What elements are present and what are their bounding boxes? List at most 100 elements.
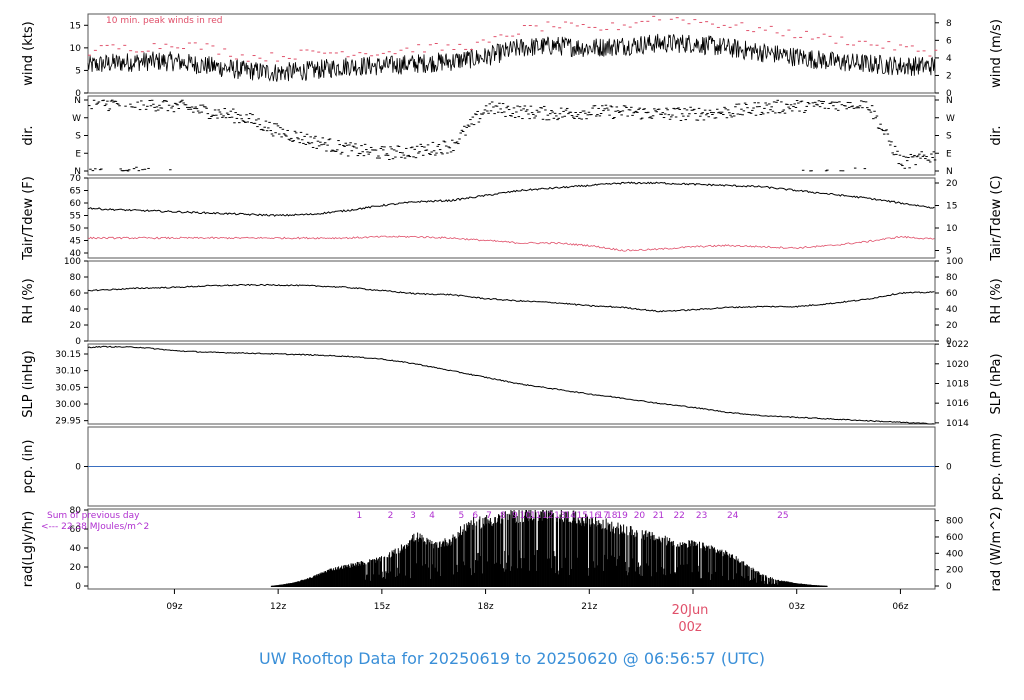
radiation-hour-label: 22	[673, 511, 684, 521]
rh-right-tick-label: 60	[946, 289, 958, 299]
slp-left-tick-label: 30.00	[55, 400, 81, 410]
temp-left-tick-label: 70	[70, 174, 82, 184]
pcp-left-tick-label: 0	[75, 463, 81, 473]
dir-right-tick-label: N	[946, 167, 953, 177]
pcp-right-axis-label: pcp. (mm)	[989, 433, 1004, 500]
wind-right-axis-label: wind (m/s)	[989, 19, 1004, 88]
wind-plot-frame	[87, 13, 936, 94]
temp-left-tick-label: 55	[70, 212, 81, 222]
temp-left-tick-label: 65	[70, 187, 81, 197]
rh-right-tick-label: 0	[946, 337, 952, 347]
radiation-hour-label: 14	[565, 511, 577, 521]
radiation-hour-label: 17	[597, 511, 608, 521]
temp-right-tick-label: 20	[946, 179, 958, 189]
wind-right-tick-label: 6	[946, 36, 952, 46]
pcp-right-tick-label: 0	[946, 463, 952, 473]
radiation-hour-label: 7	[486, 511, 492, 521]
wind-left-tick-label: 15	[70, 21, 81, 31]
dir-right-tick-label: W	[946, 114, 955, 124]
radiation-hour-label: 9	[512, 511, 518, 521]
wind-speed-line	[87, 33, 936, 82]
slp-left-tick-label: 29.95	[55, 417, 81, 427]
dir-left-tick-label: S	[75, 132, 81, 142]
radiation-hour-label: 18	[606, 511, 618, 521]
dir-left-tick-label: N	[74, 96, 81, 106]
pcp-left-axis-label: pcp. (in)	[21, 440, 36, 494]
radiation-hour-label: 5	[459, 511, 465, 521]
time-axis-tick-label: 21z	[581, 602, 597, 612]
temp-right-tick-label: 15	[946, 202, 957, 212]
rh-right-tick-label: 80	[946, 273, 958, 283]
time-axis-tick-label: 12z	[270, 602, 286, 612]
radiation-hour-label: 3	[410, 511, 416, 521]
rh-left-tick-label: 60	[70, 289, 82, 299]
radiation-hour-label: 24	[727, 511, 739, 521]
wind-left-axis-label: wind (kts)	[21, 21, 36, 85]
rad-right-tick-label: 0	[946, 582, 952, 592]
air-temperature-line	[87, 181, 935, 217]
rad-left-tick-label: 0	[75, 582, 81, 592]
radiation-hour-label: 1	[357, 511, 363, 521]
temp-right-tick-label: 5	[946, 247, 952, 257]
rad-left-axis-label: rad(Lgly/hr)	[21, 511, 36, 587]
rad-right-tick-label: 800	[946, 517, 963, 527]
sea-level-pressure-line	[87, 345, 935, 425]
radiation-hour-label: 6	[472, 511, 478, 521]
wind-left-tick-label: 10	[70, 44, 82, 54]
time-axis-tick-label: 15z	[374, 602, 390, 612]
wind-right-tick-label: 8	[946, 19, 952, 29]
rad-left-tick-label: 40	[70, 544, 82, 554]
peak-wind-note: 10 min. peak winds in red	[106, 16, 223, 26]
temp-right-axis-label: Tair/Tdew (C)	[989, 175, 1004, 261]
rad-right-axis-label: rad (W/m^2)	[989, 507, 1004, 592]
dir-left-tick-label: N	[74, 167, 81, 177]
slp-right-tick-label: 1016	[946, 399, 969, 409]
rh-plot-frame	[87, 260, 936, 342]
wind-left-tick-label: 0	[75, 89, 81, 99]
radiation-hour-label: 16	[589, 511, 601, 521]
slp-left-axis-label: SLP (inHg)	[21, 350, 36, 418]
wind-left-tick-label: 5	[75, 66, 81, 76]
dir-plot-frame	[87, 95, 936, 176]
rad-right-tick-label: 200	[946, 566, 963, 576]
dir-right-tick-label: E	[946, 149, 952, 159]
slp-left-tick-label: 30.05	[55, 383, 81, 393]
time-axis-tick-label: 03z	[789, 602, 805, 612]
figure-title: UW Rooftop Data for 20250619 to 20250620…	[259, 649, 765, 668]
rad-left-tick-label: 60	[70, 525, 82, 535]
rh-left-axis-label: RH (%)	[21, 278, 36, 323]
dir-left-tick-label: W	[72, 114, 81, 124]
wind-right-tick-label: 4	[946, 54, 952, 64]
dir-right-axis-label: dir.	[989, 125, 1004, 145]
slp-right-tick-label: 1014	[946, 419, 969, 429]
rad-right-tick-label: 400	[946, 549, 963, 559]
temp-right-tick-label: 10	[946, 224, 958, 234]
slp-plot-frame	[87, 343, 936, 425]
rh-left-tick-label: 80	[70, 273, 82, 283]
temp-left-tick-label: 40	[70, 249, 82, 259]
radiation-hour-label: 20	[634, 511, 646, 521]
wind-right-tick-label: 0	[946, 89, 952, 99]
rad-left-tick-label: 80	[70, 506, 82, 516]
temp-left-tick-label: 60	[70, 199, 82, 209]
radiation-hour-label: 4	[429, 511, 435, 521]
temp-plot-frame	[87, 177, 936, 259]
radiation-hour-label: 11	[530, 511, 541, 521]
date-sub-label: 00z	[678, 620, 702, 635]
daily-sum-value: <--- 22.38 MJoules/m^2	[41, 522, 149, 532]
radiation-hour-label: 12	[542, 511, 553, 521]
relative-humidity-line	[87, 283, 935, 313]
slp-right-tick-label: 1020	[946, 360, 969, 370]
radiation-hour-label: 2	[388, 511, 394, 521]
slp-right-tick-label: 1018	[946, 379, 969, 389]
temp-left-tick-label: 45	[70, 237, 81, 247]
time-axis-tick-label: 06z	[892, 602, 908, 612]
rad-plot-frame	[87, 508, 936, 590]
dew-point-line	[87, 235, 935, 252]
wind-right-tick-label: 2	[946, 71, 952, 81]
rh-left-tick-label: 40	[70, 305, 82, 315]
rh-left-tick-label: 100	[64, 257, 81, 267]
dir-left-axis-label: dir.	[21, 125, 36, 145]
